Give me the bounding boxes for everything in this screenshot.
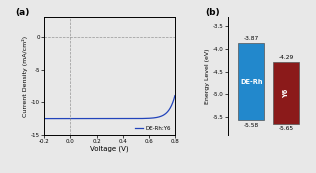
Text: (b): (b) xyxy=(205,8,220,17)
Text: -3.87: -3.87 xyxy=(244,36,259,41)
Y-axis label: Current Density (mA/cm²): Current Density (mA/cm²) xyxy=(22,36,28,117)
Text: (a): (a) xyxy=(15,8,30,17)
Text: Y6: Y6 xyxy=(283,88,289,98)
Text: -5.58: -5.58 xyxy=(244,123,259,128)
Legend: DE-Rh:Y6: DE-Rh:Y6 xyxy=(134,125,172,132)
X-axis label: Voltage (V): Voltage (V) xyxy=(90,145,129,152)
Text: -5.65: -5.65 xyxy=(279,126,294,131)
Bar xyxy=(273,62,300,124)
Y-axis label: Energy Level (eV): Energy Level (eV) xyxy=(205,48,210,104)
Bar xyxy=(238,43,264,120)
Text: -4.29: -4.29 xyxy=(279,55,294,60)
Text: DE-Rh: DE-Rh xyxy=(240,79,263,85)
